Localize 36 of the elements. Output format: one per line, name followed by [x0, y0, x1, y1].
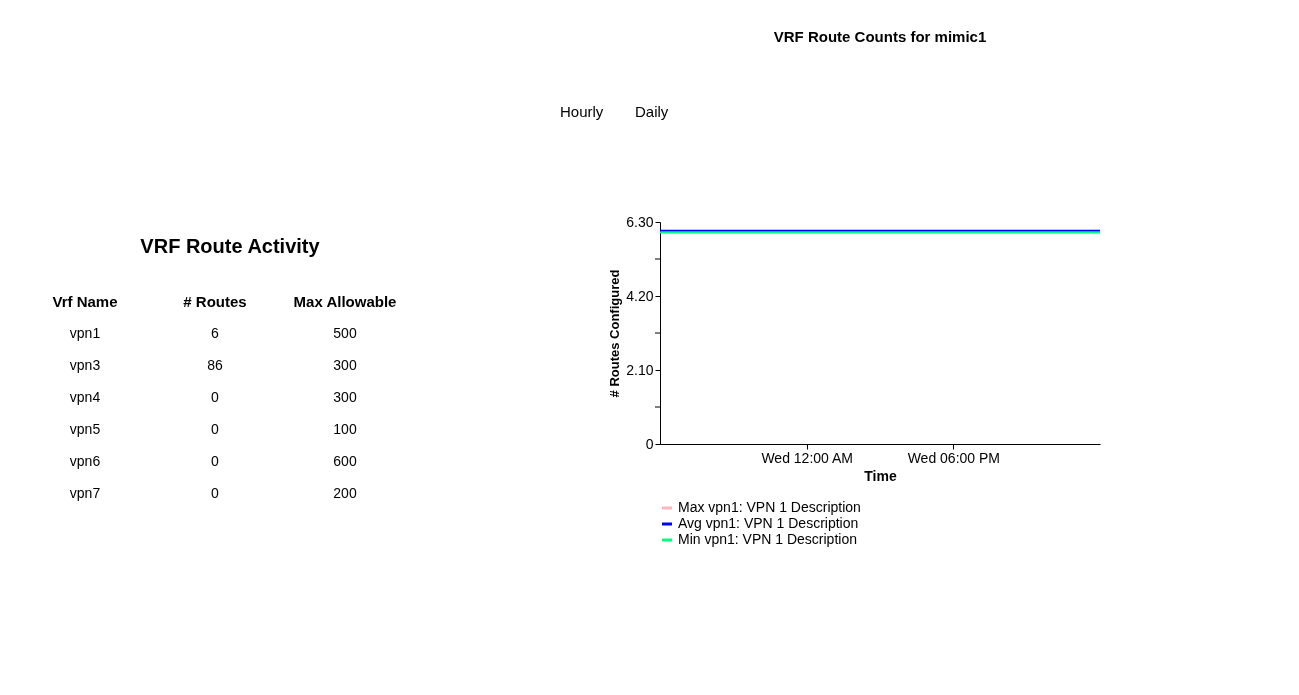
data-label: 0	[211, 485, 220, 501]
data-label: 600	[333, 453, 357, 469]
category-label: vpn6	[69, 453, 101, 469]
data-label: 500	[333, 325, 357, 341]
data-label: 0	[211, 389, 220, 405]
chart-title: VRF Route Counts for mimic1	[773, 28, 987, 45]
y-tick-label: 6.30	[626, 213, 654, 230]
data-label: 300	[333, 357, 357, 373]
text: Daily	[635, 103, 669, 120]
category-label: vpn7	[69, 485, 101, 501]
x-tick-label: Wed 06:00 PM	[907, 449, 1001, 466]
x-tick-label: Wed 12:00 AM	[761, 449, 853, 466]
legend-label: # Routes	[183, 293, 247, 310]
category-label: vpn3	[69, 357, 101, 373]
category-label: vpn1	[69, 325, 101, 341]
category-label: vpn5	[69, 421, 101, 437]
text: Vrf Name	[52, 293, 118, 310]
data-label: 86	[207, 357, 223, 373]
data-label: 100	[333, 421, 357, 437]
y-axis-title: # Routes Configured	[607, 269, 623, 398]
data-label: 0	[211, 453, 220, 469]
text: VRF Route Activity	[140, 235, 321, 257]
data-label: 200	[333, 485, 357, 501]
x-axis-title: Time	[864, 467, 897, 484]
category-label: vpn4	[69, 389, 101, 405]
data-label: 6	[211, 325, 220, 341]
legend-label: Avg vpn1: VPN 1 Description	[678, 515, 859, 531]
text: Hourly	[560, 103, 604, 120]
y-tick-label: 4.20	[626, 287, 654, 304]
data-label: 300	[333, 389, 357, 405]
y-tick-label: 2.10	[626, 361, 654, 378]
legend-label: Min vpn1: VPN 1 Description	[678, 531, 857, 547]
y-tick-label: 0	[645, 435, 654, 452]
legend-label: Max Allowable	[293, 293, 397, 310]
legend-label: Max vpn1: VPN 1 Description	[678, 499, 861, 515]
data-label: 0	[211, 421, 220, 437]
